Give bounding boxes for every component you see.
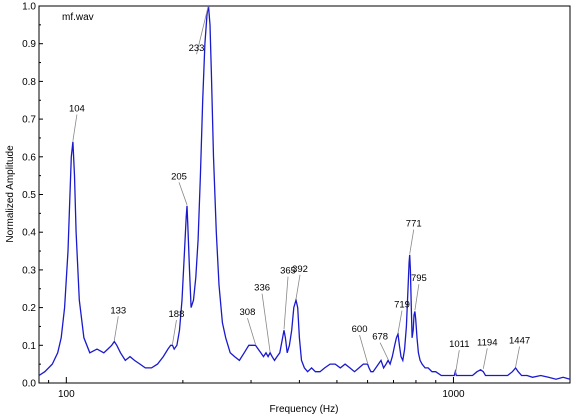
- peak-leader-line: [72, 114, 78, 141]
- x-axis: 100 1000: [48, 377, 571, 400]
- peak-label: 678: [372, 332, 388, 343]
- peak-label: 336: [254, 283, 270, 294]
- peak-leader-line: [247, 318, 256, 345]
- peak-label: 795: [411, 273, 427, 284]
- peak-leader-line: [397, 310, 403, 334]
- peak-leader-line: [515, 346, 520, 367]
- peak-leader-line: [414, 284, 420, 311]
- peak-label: 1011: [449, 339, 469, 350]
- y-tick-label: 0.8: [22, 77, 36, 88]
- peak-leader-line: [379, 342, 389, 360]
- peak-leader-line: [283, 276, 289, 330]
- peak-label: 188: [169, 309, 185, 320]
- peak-leader-line: [196, 4, 209, 55]
- peak-leader-line: [454, 350, 460, 375]
- x-tick-label: 100: [58, 389, 75, 400]
- peak-leader-line: [178, 182, 188, 205]
- peak-label: 308: [240, 307, 256, 318]
- y-tick-label: 0.4: [22, 228, 36, 239]
- y-tick-label: 1.0: [22, 2, 36, 13]
- y-axis-title: Normalized Amplitude: [5, 145, 16, 243]
- peak-label: 1447: [509, 335, 530, 346]
- peak-label: 392: [292, 264, 308, 275]
- x-tick-label: 1000: [442, 389, 465, 400]
- peak-leader-line: [409, 229, 415, 254]
- y-tick-label: 0.5: [22, 190, 36, 201]
- spectrum-line: [38, 5, 571, 380]
- peak-label: 205: [171, 171, 187, 182]
- peak-label: 233: [189, 43, 205, 54]
- y-axis: 0.0 0.1 0.2 0.3 0.4 0.5 0.6 0.7 0.8 0.9 1.0: [22, 2, 43, 390]
- peak-label: 1194: [477, 337, 497, 348]
- plot-frame: [38, 5, 571, 384]
- peak-leader-line: [261, 293, 271, 352]
- peak-leader-line: [359, 334, 368, 364]
- x-axis-title: Frequency (Hz): [270, 404, 339, 415]
- peak-label: 365: [280, 266, 296, 277]
- peak-label: 600: [352, 324, 368, 335]
- peak-label: 133: [110, 305, 126, 316]
- y-tick-label: 0.2: [22, 303, 36, 314]
- peak-leader-line: [295, 274, 301, 300]
- peak-leader-line: [482, 348, 488, 369]
- peak-label: 719: [394, 300, 410, 311]
- y-tick-label: 0.9: [22, 39, 36, 50]
- peak-label: 104: [69, 104, 85, 115]
- y-tick-label: 0.0: [22, 379, 36, 390]
- peak-leader-line: [113, 316, 119, 341]
- peak-leader-line: [172, 319, 177, 345]
- peak-label: 771: [406, 219, 422, 230]
- y-tick-label: 0.6: [22, 152, 36, 163]
- y-tick-label: 0.7: [22, 115, 36, 126]
- y-tick-label: 0.3: [22, 265, 36, 276]
- file-name-label: mf.wav: [62, 12, 94, 23]
- y-tick-label: 0.1: [22, 341, 36, 352]
